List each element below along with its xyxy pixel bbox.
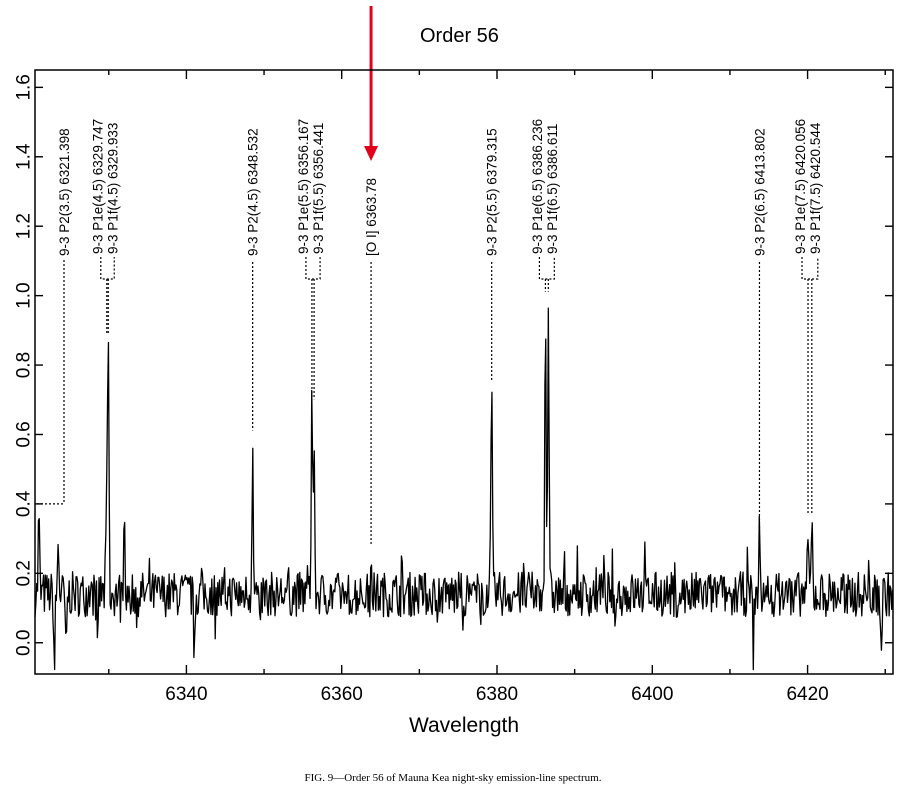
x-tick-label: 6380 [476,684,518,705]
plot-frame [34,69,894,675]
chart-title: Order 56 [420,25,499,47]
y-tick-label: 1.2 [14,213,35,239]
spectrum-series [34,307,894,671]
annotation-label: 9-3 P1f(4.5) 6329.933 [106,123,121,254]
y-tick-label: 0.6 [14,421,35,447]
y-tick-label: 0.0 [14,630,35,656]
x-tick-label: 6420 [786,684,828,705]
annotation-bracket [538,257,555,280]
axis-ticks [35,70,893,674]
x-tick-label: 6400 [631,684,673,705]
y-tick-labels: 0.0 0.2 0.4 0.6 0.8 1.0 1.2 1.4 1.6 [14,74,35,656]
figure-caption: FIG. 9—Order 56 of Mauna Kea night-sky e… [305,772,602,784]
annotation-label: 9-3 P1f(6.5) 6386.611 [545,124,560,254]
line-annotations: 9-3 P2(3.5) 6321.398 9-3 P1e(4.5) 6329.74… [37,119,823,546]
annotation-bracket [801,257,819,280]
annotation-label: 9-3 P1e(6.5) 6386.236 [530,119,545,254]
annotation-bracket [100,257,115,280]
y-tick-label: 0.8 [14,352,35,378]
x-tick-label: 6340 [165,684,207,705]
annotation-label: [O I] 6363.78 [364,178,379,256]
x-axis-label: Wavelength [409,714,519,737]
spectrum-line [34,307,894,671]
annotation-label: 9-3 P1e(4.5) 6329.747 [91,119,106,254]
annotation-label: 9-3 P1e(5.5) 6356.167 [296,119,311,254]
annotation-label: 9-3 P1f(7.5) 6420.544 [808,122,823,254]
arrow-icon [364,6,379,161]
annotation-label: 9-3 P1e(7.5) 6420.056 [793,119,808,254]
annotation-label: 9-3 P1f(5.5) 6356.441 [311,123,326,254]
annotation-label: 9-3 P2(4.5) 6348.532 [246,128,261,256]
y-tick-label: 0.2 [14,560,35,586]
annotation-label: 9-3 P2(6.5) 6413.802 [752,128,767,256]
y-tick-label: 1.6 [14,74,35,100]
annotation-label: 9-3 P2(3.5) 6321.398 [57,128,72,256]
annotation-bracket [305,257,321,280]
x-tick-labels: 6340 6360 6380 6400 6420 [165,684,828,705]
y-tick-label: 1.4 [14,143,35,170]
annotation-label: 9-3 P2(5.5) 6379.315 [485,128,500,256]
x-tick-label: 6360 [321,684,363,705]
y-tick-label: 1.0 [14,282,35,308]
y-tick-label: 0.4 [14,490,35,517]
